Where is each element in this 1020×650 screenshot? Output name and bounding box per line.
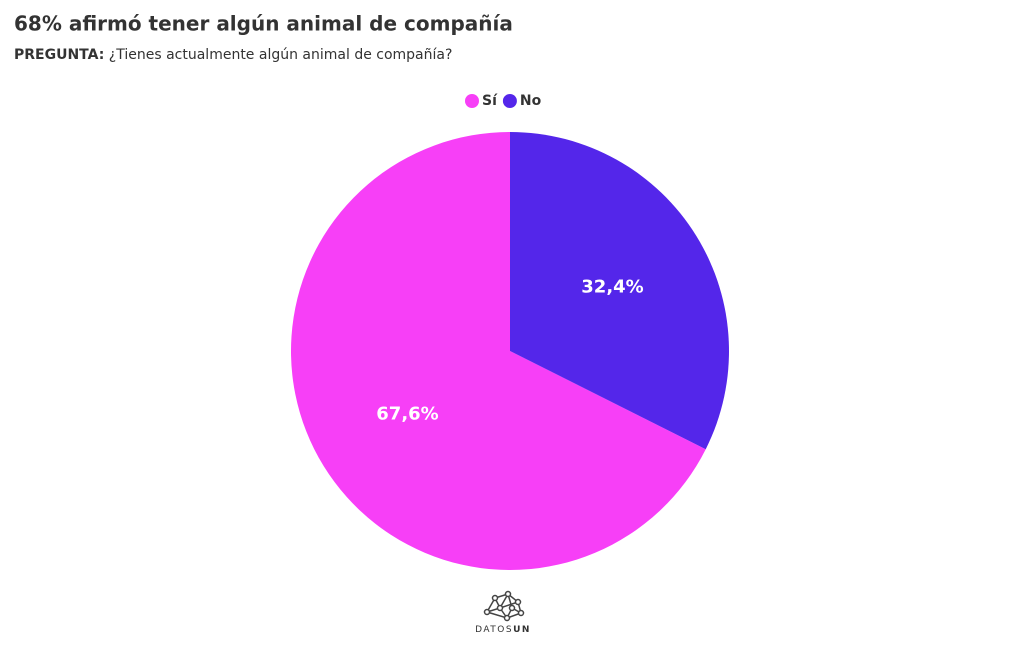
pie-slice	[510, 132, 729, 450]
logo-icon	[483, 590, 525, 622]
legend-label: Sí	[482, 93, 498, 109]
subtitle-text: ¿Tienes actualmente algún animal de comp…	[109, 47, 453, 63]
data-label: 67,6%	[376, 403, 438, 424]
legend-swatch	[502, 94, 517, 108]
logo-text: DATOSUN	[475, 625, 531, 635]
chart-subtitle: PREGUNTA: ¿Tienes actualmente algún anim…	[14, 47, 452, 63]
pie: 67,6% 32,4%	[290, 132, 729, 571]
legend-label: No	[520, 93, 542, 109]
logo-text-part: DATOS	[475, 625, 513, 635]
pie-slice	[290, 132, 706, 571]
subtitle-label: PREGUNTA:	[14, 47, 104, 63]
chart-title: 68% afirmó tener algún animal de compañí…	[14, 12, 513, 36]
data-label: 32,4%	[581, 277, 643, 298]
legend: Sí No	[465, 93, 542, 109]
legend-swatch	[465, 94, 479, 108]
logo-text-part: UN	[513, 625, 531, 635]
